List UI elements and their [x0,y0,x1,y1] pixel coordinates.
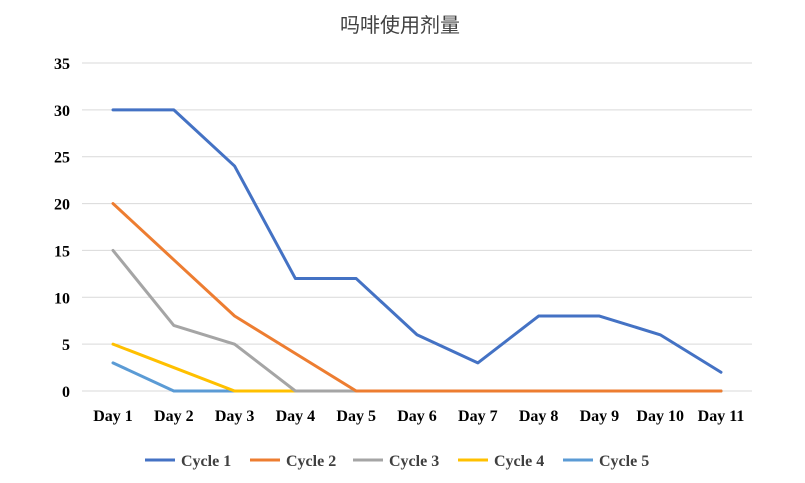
legend-label: Cycle 1 [181,453,231,470]
legend-item: Cycle 5 [563,453,649,470]
x-tick-label: Day 9 [580,408,620,425]
legend-item: Cycle 3 [353,453,439,470]
x-tick-label: Day 2 [154,408,194,425]
series-lines [111,108,723,393]
x-tick-label: Day 3 [215,408,255,425]
y-tick-label: 5 [62,337,70,354]
legend: Cycle 1 Cycle 2 Cycle 3 Cycle 4 Cycle 5 [145,453,649,470]
x-axis-ticks: Day 1 Day 2 Day 3 Day 4 Day 5 Day 6 Day 7 Day 8… [93,408,744,425]
y-tick-label: 20 [54,197,70,214]
y-tick-label: 35 [54,56,70,73]
legend-item: Cycle 2 [250,453,336,470]
x-tick-label: Day 11 [698,408,745,425]
legend-item: Cycle 4 [458,453,544,470]
series-line-cycle-5 [111,361,723,393]
x-tick-label: Day 10 [636,408,684,425]
x-tick-label: Day 6 [397,408,437,425]
x-tick-label: Day 8 [519,408,559,425]
y-tick-label: 0 [62,384,70,401]
series-line-cycle-3 [111,248,723,393]
y-tick-label: 10 [54,290,70,307]
y-tick-label: 30 [54,103,70,120]
legend-label: Cycle 5 [599,453,649,470]
x-tick-label: Day 4 [276,408,316,425]
x-tick-label: Day 5 [336,408,376,425]
legend-item: Cycle 1 [145,453,231,470]
y-tick-label: 15 [54,243,70,260]
gridlines [82,62,752,392]
series-line-cycle-1 [111,108,723,374]
chart-title: 吗啡使用剂量 [340,13,460,37]
legend-label: Cycle 4 [494,453,544,470]
series-line-cycle-2 [111,202,723,393]
legend-label: Cycle 2 [286,453,336,470]
y-tick-label: 25 [54,150,70,167]
y-axis-ticks: 0 5 10 15 20 25 30 35 [54,56,70,401]
legend-label: Cycle 3 [389,453,439,470]
x-tick-label: Day 7 [458,408,498,425]
series-line-cycle-4 [111,342,723,393]
x-tick-label: Day 1 [93,408,133,425]
